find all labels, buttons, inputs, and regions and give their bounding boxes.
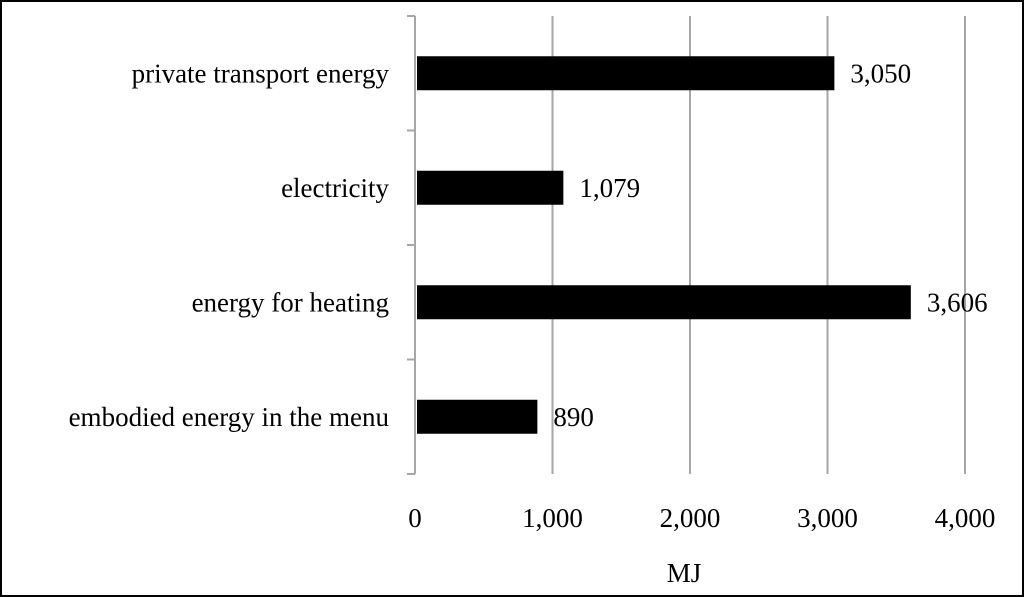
x-tick-label: 1,000: [522, 503, 583, 533]
data-label: 3,606: [927, 287, 988, 317]
axis: [407, 15, 416, 475]
bar: [417, 399, 538, 434]
category-label: electricity: [281, 173, 389, 203]
x-tick-label: 4,000: [935, 503, 996, 533]
bar: [417, 170, 564, 205]
data-label: 3,050: [850, 58, 911, 88]
data-labels: 3,050 1,079 3,606 890: [553, 58, 987, 432]
x-axis-title: MJ: [667, 558, 702, 588]
category-label: energy for heating: [192, 287, 389, 317]
tick-labels: 0 1,000 2,000 3,000 4,000: [408, 503, 995, 533]
bar: [417, 285, 911, 320]
category-labels: private transport energy electricity energ…: [69, 58, 390, 432]
x-tick-label: 3,000: [797, 503, 858, 533]
x-tick-label: 0: [408, 503, 422, 533]
data-label: 890: [553, 402, 594, 432]
category-label: embodied energy in the menu: [69, 402, 390, 432]
bars: [417, 56, 911, 434]
category-label: private transport energy: [132, 58, 390, 88]
data-label: 1,079: [579, 173, 640, 203]
bar: [417, 56, 835, 91]
gridlines: [551, 16, 966, 474]
x-tick-label: 2,000: [660, 503, 721, 533]
